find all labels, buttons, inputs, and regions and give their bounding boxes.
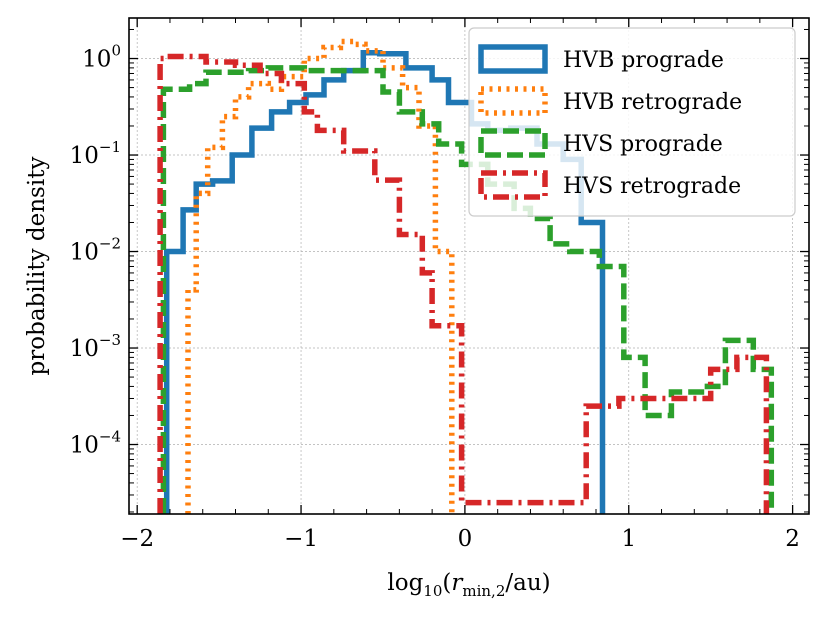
grid bbox=[129, 18, 809, 514]
axis-ticks bbox=[129, 18, 809, 514]
x-axis-title-var: r bbox=[451, 570, 464, 596]
legend-swatch-hvb-prograde bbox=[478, 44, 548, 74]
series-hvb-retrograde bbox=[185, 38, 455, 514]
legend: HVB prograde HVB retrograde HVS prograde HV… bbox=[468, 27, 796, 217]
x-axis-title-unit: /au bbox=[505, 570, 541, 596]
series-hvs-retrograde bbox=[157, 53, 770, 514]
legend-swatch-hvs-prograde bbox=[478, 128, 548, 158]
x-tick-labels: −2 −1 0 1 2 bbox=[120, 526, 800, 552]
x-axis-title: log10(rmin,2/au) bbox=[387, 570, 550, 600]
legend-swatch-hvb-retrograde bbox=[478, 86, 548, 116]
y-tick-label: 100 bbox=[82, 42, 121, 73]
legend-box bbox=[468, 27, 796, 217]
x-axis-title-open: ( bbox=[442, 570, 451, 596]
legend-swatch-hvs-retrograde bbox=[478, 170, 548, 200]
x-tick-label: 1 bbox=[621, 526, 636, 552]
x-tick-label: 2 bbox=[785, 526, 800, 552]
legend-label-hvs-retrograde: HVS retrograde bbox=[563, 174, 741, 199]
legend-label-hvs-prograde: HVS prograde bbox=[563, 132, 723, 157]
x-tick-label: −1 bbox=[284, 526, 318, 552]
legend-label-hvb-retrograde: HVB retrograde bbox=[563, 90, 742, 115]
y-tick-label: 10−3 bbox=[70, 331, 121, 362]
x-axis-title-func: log bbox=[387, 570, 423, 596]
y-tick-label: 10−2 bbox=[70, 235, 121, 266]
y-tick-label: 10−1 bbox=[70, 138, 121, 169]
y-tick-labels: 100 10−1 10−2 10−3 10−4 bbox=[70, 42, 121, 459]
legend-label-hvb-prograde: HVB prograde bbox=[563, 48, 724, 73]
x-axis-title-close: ) bbox=[542, 570, 551, 596]
y-tick-label: 10−4 bbox=[70, 428, 121, 459]
x-tick-label: −2 bbox=[120, 526, 154, 552]
y-axis-title: probability density bbox=[24, 157, 50, 376]
x-tick-label: 0 bbox=[458, 526, 473, 552]
x-axis-title-func-sub: 10 bbox=[423, 582, 442, 600]
series-hvs-prograde bbox=[160, 65, 775, 514]
x-axis-title-var-sub: min,2 bbox=[462, 582, 505, 600]
